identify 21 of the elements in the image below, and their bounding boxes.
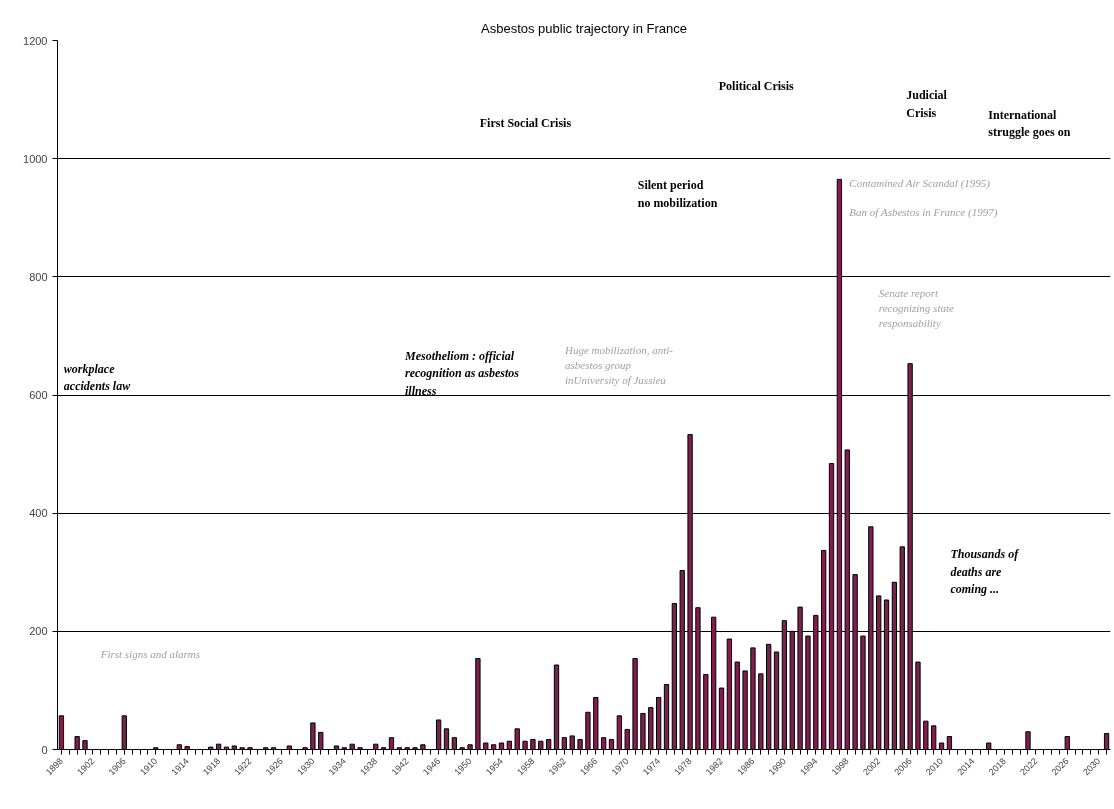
annotation: Judicial Crisis	[906, 88, 948, 120]
annotation: Silent period no mobilization	[637, 178, 718, 210]
annotation: International struggle goes on	[988, 107, 1071, 140]
y-tick-label: 1000	[23, 152, 48, 165]
y-tick-label: 0	[41, 743, 48, 756]
annotation: Huge mobilization, anti- asbestos group inUniversity of Jussieu	[564, 343, 674, 386]
annotation: Thousands of deaths are coming ...	[950, 547, 1020, 597]
annotation: First Social Crisis	[479, 116, 572, 131]
y-tick-label: 600	[29, 389, 48, 401]
y-tick-label: 1200	[23, 34, 48, 47]
chart-title: Asbestos public trajectory in France	[481, 20, 687, 36]
annotation: Contamined Air Scandal (1995)	[849, 177, 991, 191]
annotation: First signs and alarms	[99, 648, 200, 661]
y-tick-label: 200	[29, 625, 48, 638]
annotation: Mesotheliom : official recognition as asbestos illness	[403, 348, 520, 398]
y-tick-label: 400	[29, 507, 48, 520]
annotation: Ban of Asbestos in France (1997)	[849, 205, 998, 219]
annotation: Political Crisis	[718, 78, 795, 93]
annotation: workplace accidents law	[63, 361, 132, 394]
y-tick-label: 800	[29, 270, 48, 283]
annotation: Senate report recognizing state responsability	[878, 286, 955, 329]
